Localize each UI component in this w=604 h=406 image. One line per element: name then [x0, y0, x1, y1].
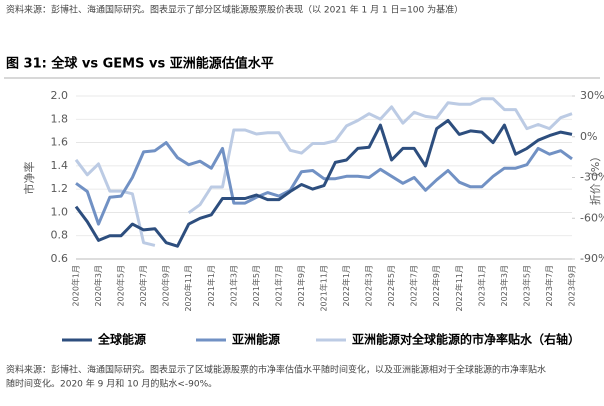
x-tick-label: 2021年7月 — [273, 265, 283, 306]
y2-tick-label: -90% — [580, 252, 604, 265]
y-tick-label: 1.0 — [51, 205, 69, 218]
y2-tick-label: 0% — [580, 130, 597, 143]
x-tick-label: 2023年5月 — [521, 265, 531, 306]
x-tick-label: 2022年5月 — [386, 265, 396, 306]
x-tick-label: 2020年1月 — [71, 265, 81, 306]
x-tick-label: 2021年5月 — [251, 265, 261, 306]
footnote: 资料来源：彭博社、海通国际研究。图表显示了区域能源股票的市净率估值水平随时间变化… — [6, 364, 546, 376]
legend-label: 亚洲能源 — [232, 332, 280, 347]
y2-tick-label: -30% — [580, 171, 604, 184]
x-tick-label: 2021年11月 — [319, 265, 329, 312]
x-tick-label: 2020年3月 — [93, 265, 103, 306]
x-tick-label: 2023年7月 — [544, 265, 554, 306]
x-tick-label: 2021年3月 — [228, 265, 238, 306]
y2-tick-label: -60% — [580, 211, 604, 224]
x-tick-label: 2022年9月 — [431, 265, 441, 306]
y-tick-label: 2.0 — [51, 89, 69, 102]
series-line — [74, 119, 573, 248]
x-tick-label: 2022年1月 — [341, 265, 351, 306]
x-tick-label: 2022年3月 — [364, 265, 374, 306]
series-line — [74, 97, 573, 247]
x-tick-label: 2022年11月 — [454, 265, 464, 312]
chart-title: 图 31: 全球 vs GEMS vs 亚洲能源估值水平 — [6, 56, 274, 72]
y-tick-label: 0.6 — [51, 252, 69, 265]
y-tick-label: 1.4 — [51, 159, 69, 172]
x-tick-label: 2022年7月 — [409, 265, 419, 306]
x-tick-label: 2023年1月 — [476, 265, 486, 306]
x-tick-label: 2020年7月 — [138, 265, 148, 306]
y-tick-label: 1.8 — [51, 112, 69, 125]
x-tick-label: 2021年1月 — [206, 265, 216, 306]
y-tick-label: 0.8 — [51, 229, 69, 242]
x-tick-label: 2023年3月 — [499, 265, 509, 306]
x-tick-label: 2020年11月 — [183, 265, 193, 312]
y-axis-label: 市净率 — [22, 162, 36, 195]
y-tick-label: 1.6 — [51, 136, 69, 149]
x-tick-label: 2020年9月 — [161, 265, 171, 306]
y-tick-label: 1.2 — [51, 182, 69, 195]
legend-label: 亚洲能源对全球能源的市净率贴水（右轴） — [352, 332, 580, 347]
x-tick-label: 2023年9月 — [567, 265, 577, 306]
x-tick-label: 2021年9月 — [296, 265, 306, 306]
series-line — [75, 141, 573, 226]
top-note: 资料来源：彭博社、海通国际研究。图表显示了部分区域能源股票股价表现（以 2021… — [6, 4, 463, 16]
legend-label: 全球能源 — [97, 332, 146, 347]
footnote: 随时间变化。2020 年 9 月和 10 月的贴水<-90%。 — [6, 378, 217, 390]
x-tick-label: 2020年5月 — [116, 265, 126, 306]
y2-axis-label: 折价（%） — [588, 151, 602, 205]
y2-tick-label: 30% — [580, 89, 604, 102]
